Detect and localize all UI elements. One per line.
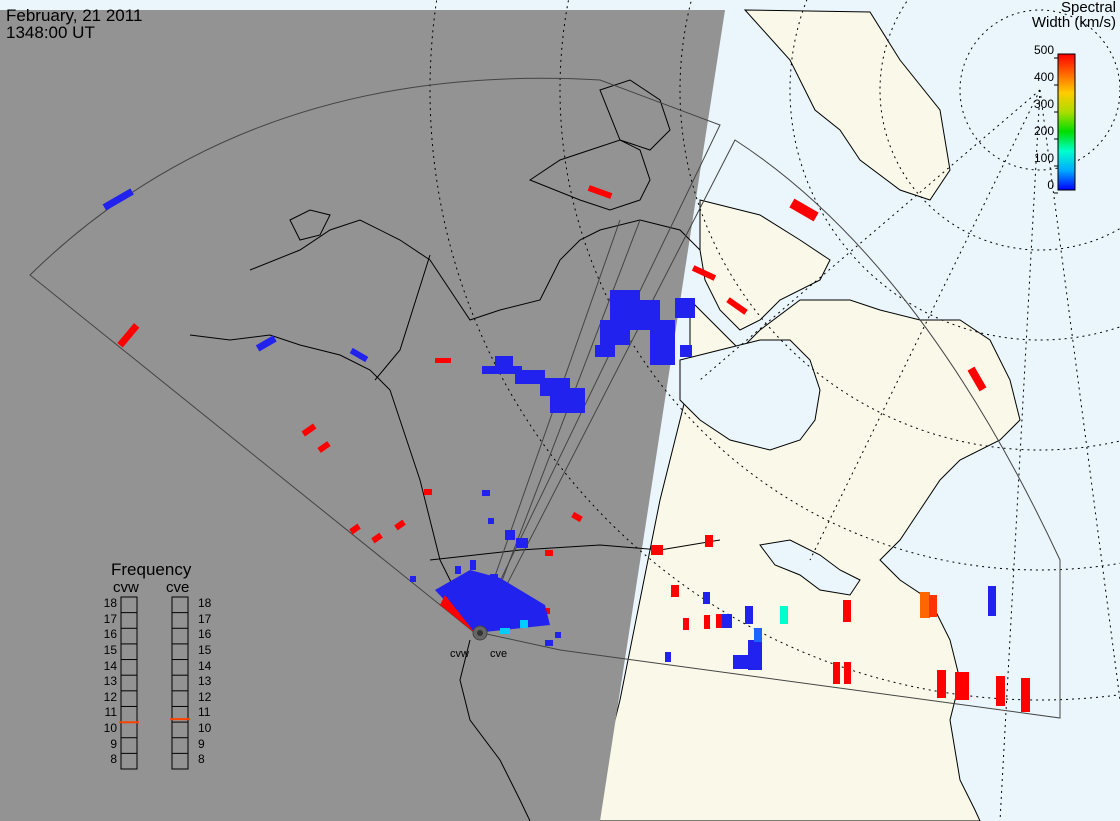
frequency-tick-label: 18 <box>103 596 117 610</box>
near-range-echoes <box>435 560 550 634</box>
colorbar-tick: 0 <box>1047 178 1054 192</box>
frequency-tick-label: 16 <box>103 627 117 642</box>
colorbar-title-line1: Spectral <box>1060 0 1116 16</box>
frequency-tick-label: 9 <box>110 736 117 751</box>
frequency-tick-label: 9 <box>198 736 205 751</box>
low-width-echoes <box>102 188 996 670</box>
colorbar-tick: 400 <box>1033 70 1054 84</box>
spectral-width-colorbar <box>1054 53 1076 194</box>
frequency-tick-label: 15 <box>198 642 212 657</box>
cvw-label: cvw <box>113 579 139 596</box>
colorbar-tick: 300 <box>1033 97 1054 111</box>
frequency-tick-label: 11 <box>198 705 211 720</box>
colorbar-tick: 200 <box>1033 124 1054 138</box>
frequency-tick-label: 12 <box>103 689 117 704</box>
frequency-tick-label: 11 <box>104 705 117 720</box>
frequency-tick-label: 12 <box>198 689 212 704</box>
frequency-tick-label: 13 <box>198 674 212 689</box>
frequency-tick-label: 17 <box>103 611 117 626</box>
cve-label: cve <box>166 579 190 596</box>
site-label-cve: cve <box>490 648 508 660</box>
radar-fov <box>29 77 1061 719</box>
frequency-tick-label: 8 <box>110 752 117 767</box>
borders <box>374 254 721 561</box>
high-width-echoes <box>117 185 1030 712</box>
latitude-grid <box>429 0 1120 821</box>
frequency-title: Frequency <box>111 560 192 579</box>
great-lakes <box>759 539 861 596</box>
colorbar-gradient <box>1057 53 1076 191</box>
frequency-tick-label: 15 <box>103 642 117 657</box>
frequency-panel <box>119 596 190 770</box>
frequency-tick-label: 8 <box>198 752 205 767</box>
time-label: 1348:00 UT <box>6 23 95 42</box>
site-label-cvw: cvw <box>450 648 469 660</box>
radar-sites <box>472 625 488 641</box>
frequency-tick-label: 10 <box>198 721 212 736</box>
frequency-tick-label: 17 <box>198 611 212 626</box>
colorbar-title-line2: Width (km/s) <box>1031 14 1116 31</box>
night-coastlines <box>189 79 701 821</box>
frequency-tick-label: 10 <box>103 721 117 736</box>
colorbar-tick: 500 <box>1033 43 1054 57</box>
frequency-tick-label: 13 <box>103 674 117 689</box>
colorbar-title: Spectral Width (km/s) <box>1032 0 1116 30</box>
date-label: February, 21 2011 <box>6 6 143 25</box>
frequency-tick-label: 14 <box>198 658 212 673</box>
frequency-tick-label: 16 <box>198 627 212 642</box>
frequency-box-cvw <box>120 596 138 770</box>
frequency-tick-label: 14 <box>103 658 117 673</box>
frequency-box-cve <box>171 596 189 770</box>
frequency-tick-label: 18 <box>198 596 212 610</box>
colorbar-tick: 100 <box>1033 151 1054 165</box>
